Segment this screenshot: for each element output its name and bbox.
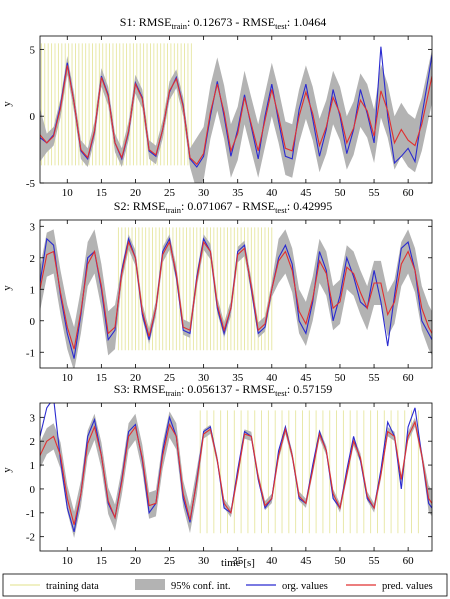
subplot-3-plot: 10 15 20 25 30 35 40 45 50 55 60 -2 -1 0 1 2 3 xyxy=(26,402,433,567)
x-tick-label: 20 xyxy=(130,555,142,567)
confidence-band xyxy=(40,49,432,183)
subplot-1: S1: RMSEtrain: 0.12673 - RMSEtest: 1.046… xyxy=(1,15,433,199)
x-tick-label: 10 xyxy=(62,555,74,567)
y-tick-label: -2 xyxy=(26,532,35,544)
y-tick-label: 3 xyxy=(30,412,36,424)
legend: training data 95% conf. int. org. values… xyxy=(2,573,448,597)
y-tick-label: -1 xyxy=(26,508,35,520)
subplot-3-ylabel: y xyxy=(1,467,13,473)
pred-values-line xyxy=(40,240,432,350)
x-tick-label: 35 xyxy=(232,372,244,384)
x-tick-label: 40 xyxy=(266,372,278,384)
y-tick-label: 0 xyxy=(30,111,36,123)
confidence-band xyxy=(40,411,432,538)
org-values-line xyxy=(40,236,432,359)
x-tick-label: 45 xyxy=(300,372,312,384)
legend-org-label: org. values xyxy=(282,581,328,592)
subplot-1-ylabel: y xyxy=(1,101,13,107)
x-tick-label: 15 xyxy=(96,555,108,567)
y-tick-label: 0 xyxy=(30,316,36,328)
x-tick-label: 30 xyxy=(198,555,210,567)
subplot-2-frame xyxy=(39,219,433,369)
x-tick-label: 25 xyxy=(164,555,176,567)
x-tick-label: 55 xyxy=(369,187,381,199)
pred-values-line xyxy=(40,65,432,166)
x-tick-label: 45 xyxy=(300,187,312,199)
y-tick-label: 0 xyxy=(30,484,36,496)
legend-pred-label: pred. values xyxy=(382,581,433,592)
subplot-2-plot: 10 15 20 25 30 35 40 45 50 55 60 -1 0 1 2 3 xyxy=(26,219,433,384)
x-tick-label: 60 xyxy=(403,555,415,567)
subplot-1-content xyxy=(40,43,432,183)
y-tick-label: 5 xyxy=(30,44,36,56)
y-tick-label: -5 xyxy=(26,178,36,190)
x-tick-label: 60 xyxy=(403,187,415,199)
confidence-band xyxy=(40,229,432,368)
x-tick-label: 60 xyxy=(403,372,415,384)
y-tick-label: 3 xyxy=(30,221,36,233)
x-tick-label: 50 xyxy=(334,187,346,199)
pred-values-line xyxy=(40,420,432,525)
subplot-1-frame xyxy=(39,35,433,184)
subplot-1-plot: 10 15 20 25 30 35 40 45 50 55 60 -5 0 5 xyxy=(26,35,433,199)
legend-training-label: training data xyxy=(46,581,99,592)
y-tick-label: 2 xyxy=(30,436,36,448)
legend-conf-label: 95% conf. int. xyxy=(171,581,231,592)
x-tick-label: 40 xyxy=(266,555,278,567)
subplot-3-frame xyxy=(39,402,433,552)
x-tick-label: 45 xyxy=(300,555,312,567)
x-tick-label: 25 xyxy=(164,187,176,199)
x-tick-label: 20 xyxy=(130,187,142,199)
org-values-line xyxy=(40,403,432,533)
subplot-3: S3: RMSEtrain: 0.056137 - RMSEtest: 0.57… xyxy=(1,382,433,569)
x-tick-label: 30 xyxy=(198,372,210,384)
x-tick-label: 50 xyxy=(334,372,346,384)
x-tick-label: 10 xyxy=(62,187,74,199)
subplot-3-xlabel: time [s] xyxy=(221,557,255,569)
x-tick-label: 35 xyxy=(232,187,244,199)
y-tick-label: -1 xyxy=(26,347,35,359)
x-tick-label: 40 xyxy=(266,187,278,199)
x-tick-label: 50 xyxy=(334,555,346,567)
subplot-1-title: S1: RMSEtrain: 0.12673 - RMSEtest: 1.046… xyxy=(120,15,326,31)
x-tick-label: 25 xyxy=(164,372,176,384)
y-tick-label: 2 xyxy=(30,253,36,265)
subplot-2-title: S2: RMSEtrain: 0.071067 - RMSEtest: 0.42… xyxy=(114,199,332,215)
x-tick-label: 35 xyxy=(232,555,244,567)
legend-conf-swatch xyxy=(135,579,165,590)
subplot-2-ylabel: y xyxy=(1,285,13,291)
subplot-2-content xyxy=(40,227,432,368)
y-tick-label: 1 xyxy=(30,284,36,296)
subplot-2: S2: RMSEtrain: 0.071067 - RMSEtest: 0.42… xyxy=(1,199,433,384)
x-tick-label: 20 xyxy=(130,372,142,384)
legend-frame xyxy=(2,573,448,597)
subplot-3-title: S3: RMSEtrain: 0.056137 - RMSEtest: 0.57… xyxy=(114,382,332,398)
x-tick-label: 15 xyxy=(96,372,108,384)
subplot-3-content xyxy=(40,403,432,538)
x-tick-label: 10 xyxy=(62,372,74,384)
x-tick-label: 30 xyxy=(198,187,210,199)
x-tick-label: 15 xyxy=(96,187,108,199)
x-tick-label: 55 xyxy=(369,372,381,384)
y-tick-label: 1 xyxy=(30,460,36,472)
x-tick-label: 55 xyxy=(369,555,381,567)
